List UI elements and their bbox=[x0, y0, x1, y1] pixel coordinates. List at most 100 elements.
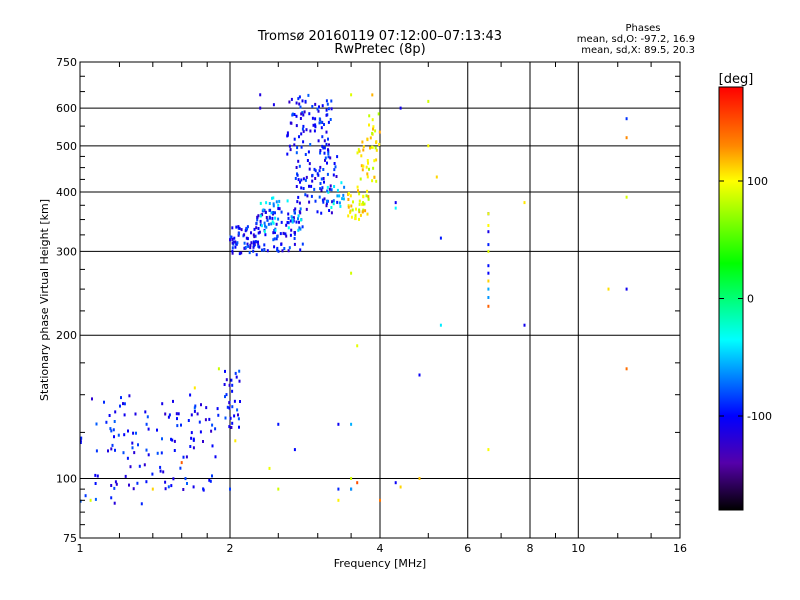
data-point bbox=[194, 404, 197, 408]
data-point bbox=[330, 206, 333, 209]
data-point bbox=[439, 323, 442, 327]
data-point bbox=[261, 248, 263, 252]
data-point bbox=[349, 209, 352, 213]
data-point bbox=[349, 194, 352, 198]
data-point bbox=[321, 104, 324, 108]
data-point bbox=[305, 207, 308, 211]
data-point bbox=[355, 207, 357, 211]
data-point bbox=[306, 159, 309, 162]
data-point bbox=[264, 224, 266, 228]
data-point bbox=[332, 199, 335, 203]
data-point bbox=[318, 169, 321, 173]
data-point bbox=[295, 124, 298, 128]
data-point bbox=[318, 121, 321, 125]
data-point bbox=[625, 136, 628, 140]
data-point bbox=[110, 447, 113, 451]
data-point bbox=[272, 103, 275, 107]
data-point bbox=[137, 443, 139, 447]
data-point bbox=[322, 168, 325, 171]
data-point bbox=[245, 236, 248, 240]
data-point bbox=[277, 203, 280, 207]
data-point bbox=[128, 483, 130, 487]
data-point bbox=[254, 234, 257, 238]
data-point bbox=[365, 194, 368, 198]
data-point bbox=[250, 231, 252, 235]
data-point bbox=[113, 486, 116, 490]
data-point bbox=[91, 397, 93, 401]
data-point bbox=[337, 422, 340, 426]
data-point bbox=[211, 423, 214, 427]
data-point bbox=[354, 216, 357, 220]
data-point bbox=[224, 369, 226, 373]
data-point bbox=[360, 154, 363, 158]
data-point bbox=[270, 222, 273, 226]
data-point bbox=[379, 498, 381, 502]
data-point bbox=[229, 416, 232, 420]
data-point bbox=[103, 400, 105, 404]
data-point bbox=[375, 158, 378, 162]
data-point bbox=[257, 214, 260, 218]
data-point bbox=[159, 469, 162, 473]
data-point bbox=[271, 196, 273, 200]
data-point bbox=[235, 242, 238, 246]
data-point bbox=[283, 247, 286, 250]
data-point bbox=[237, 417, 240, 421]
data-point bbox=[275, 200, 278, 204]
data-point bbox=[295, 220, 298, 224]
data-point bbox=[336, 188, 339, 192]
data-point bbox=[189, 445, 192, 448]
data-point bbox=[342, 197, 345, 201]
data-point bbox=[258, 245, 261, 249]
data-point bbox=[299, 227, 302, 231]
data-point bbox=[299, 180, 301, 184]
data-point bbox=[187, 419, 190, 422]
y-tick-label: 75 bbox=[63, 532, 77, 545]
data-point bbox=[260, 224, 263, 228]
data-point bbox=[328, 209, 331, 212]
data-point bbox=[325, 202, 328, 205]
data-point bbox=[371, 131, 374, 135]
data-point bbox=[216, 407, 219, 411]
data-point bbox=[79, 499, 82, 503]
data-point bbox=[131, 446, 134, 450]
data-point bbox=[366, 159, 369, 162]
data-point bbox=[329, 118, 332, 121]
data-point bbox=[361, 202, 364, 206]
data-point bbox=[625, 195, 628, 199]
data-point bbox=[214, 427, 217, 431]
data-point bbox=[119, 404, 121, 408]
data-point bbox=[487, 271, 490, 275]
data-point bbox=[287, 249, 290, 253]
data-point bbox=[108, 414, 111, 417]
data-point bbox=[231, 237, 234, 241]
data-point bbox=[293, 143, 296, 147]
data-point bbox=[310, 194, 313, 198]
data-point bbox=[358, 149, 361, 153]
data-point bbox=[247, 244, 250, 248]
data-point bbox=[274, 228, 277, 232]
data-point bbox=[164, 480, 167, 484]
data-point bbox=[272, 211, 275, 214]
data-point bbox=[124, 474, 127, 478]
data-point bbox=[318, 195, 321, 199]
data-point bbox=[358, 192, 361, 196]
data-point bbox=[143, 463, 146, 467]
data-point bbox=[144, 410, 147, 414]
data-point bbox=[140, 502, 143, 506]
data-point bbox=[372, 125, 375, 129]
data-point bbox=[202, 487, 205, 491]
data-point bbox=[228, 406, 231, 410]
data-point bbox=[243, 233, 246, 237]
data-point bbox=[192, 438, 195, 442]
data-point bbox=[418, 477, 421, 480]
data-point bbox=[335, 175, 338, 178]
data-point bbox=[313, 129, 316, 133]
data-point bbox=[289, 233, 292, 237]
data-point bbox=[190, 431, 193, 435]
data-point bbox=[318, 105, 320, 109]
data-point bbox=[375, 140, 378, 144]
data-point bbox=[371, 118, 374, 122]
data-point bbox=[343, 185, 346, 189]
data-point bbox=[295, 101, 298, 105]
